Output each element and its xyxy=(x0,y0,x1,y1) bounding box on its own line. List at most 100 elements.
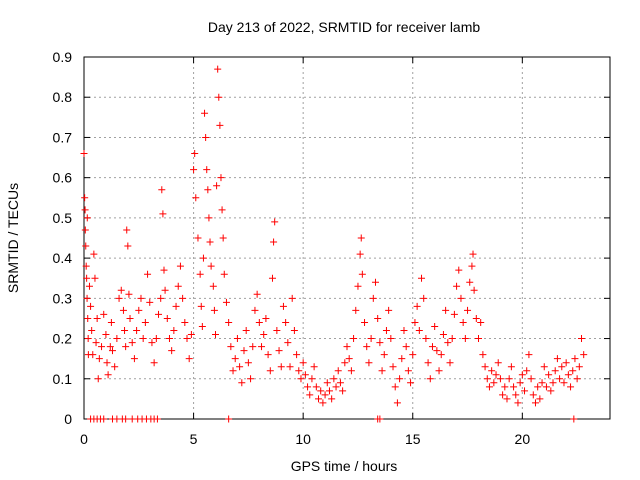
data-point xyxy=(172,302,180,310)
data-point xyxy=(141,318,149,326)
data-point xyxy=(225,318,233,326)
data-point xyxy=(207,262,215,270)
y-tick-label: 0.5 xyxy=(53,210,73,226)
data-point xyxy=(163,314,171,322)
data-point xyxy=(144,270,152,278)
data-point xyxy=(516,379,524,387)
data-point xyxy=(286,363,294,371)
data-point xyxy=(204,186,212,194)
data-point xyxy=(411,318,419,326)
data-point xyxy=(453,282,461,290)
data-point xyxy=(271,218,279,226)
data-point xyxy=(87,302,95,310)
data-point xyxy=(264,351,272,359)
data-point xyxy=(542,383,550,391)
data-point xyxy=(376,339,384,347)
data-point xyxy=(461,335,469,343)
data-point xyxy=(84,335,92,343)
data-point xyxy=(170,327,178,335)
x-tick-label: 20 xyxy=(515,431,531,447)
data-point xyxy=(512,391,520,399)
data-point xyxy=(492,371,500,379)
data-point xyxy=(128,339,136,347)
data-point xyxy=(479,351,487,359)
data-point xyxy=(258,343,266,351)
data-point xyxy=(321,391,329,399)
data-point xyxy=(150,359,158,367)
data-point xyxy=(361,318,369,326)
data-point xyxy=(551,367,559,375)
data-point xyxy=(201,109,209,117)
data-point xyxy=(332,383,340,391)
data-point xyxy=(202,133,210,141)
x-tick-label: 15 xyxy=(405,431,421,447)
data-point xyxy=(475,335,482,343)
plot-frame xyxy=(83,56,611,420)
data-point xyxy=(325,387,333,395)
data-point xyxy=(240,347,248,355)
data-point xyxy=(111,363,119,371)
y-tick-label: 0.3 xyxy=(53,290,73,306)
data-point xyxy=(357,234,365,242)
data-point xyxy=(571,355,579,363)
data-point xyxy=(157,294,165,302)
data-point xyxy=(103,359,111,367)
data-point xyxy=(536,395,544,403)
data-point xyxy=(306,391,314,399)
data-point xyxy=(472,314,480,322)
data-point xyxy=(89,351,97,359)
data-point xyxy=(225,415,233,423)
data-point xyxy=(165,335,173,343)
data-point xyxy=(433,347,441,355)
data-point xyxy=(304,383,312,391)
data-point xyxy=(227,343,235,351)
data-point xyxy=(242,327,250,335)
data-point xyxy=(148,339,156,347)
data-point xyxy=(115,294,123,302)
data-point xyxy=(217,174,225,182)
data-point xyxy=(553,355,561,363)
data-point xyxy=(323,379,331,387)
data-point xyxy=(80,150,88,158)
data-point xyxy=(199,254,207,262)
data-point xyxy=(315,395,323,403)
data-point xyxy=(160,266,168,274)
data-point xyxy=(418,274,426,282)
data-point xyxy=(153,415,161,423)
data-point xyxy=(255,318,263,326)
data-point xyxy=(108,347,116,355)
data-point xyxy=(398,355,406,363)
data-point xyxy=(490,379,498,387)
data-point xyxy=(457,294,465,302)
data-point xyxy=(95,355,103,363)
data-point xyxy=(174,282,182,290)
data-point xyxy=(158,186,166,194)
data-point xyxy=(84,314,92,322)
data-point xyxy=(428,343,436,351)
data-point xyxy=(83,294,91,302)
data-point xyxy=(168,347,176,355)
data-point xyxy=(301,371,309,379)
data-point xyxy=(266,367,274,375)
data-point xyxy=(488,367,496,375)
data-point xyxy=(389,363,397,371)
data-point xyxy=(415,327,423,335)
data-point xyxy=(125,290,133,298)
data-point xyxy=(198,322,206,330)
data-point xyxy=(214,65,222,73)
data-point xyxy=(290,327,298,335)
data-point xyxy=(407,379,415,387)
data-point xyxy=(183,335,191,343)
data-point xyxy=(446,359,454,367)
data-point xyxy=(251,306,259,314)
data-point xyxy=(464,306,472,314)
data-point xyxy=(391,383,399,391)
data-point xyxy=(181,318,189,326)
data-point xyxy=(90,250,98,258)
data-point xyxy=(249,343,257,351)
data-point xyxy=(117,286,125,294)
data-point xyxy=(363,343,371,351)
data-point xyxy=(448,335,456,343)
data-point xyxy=(393,399,401,407)
data-point xyxy=(376,415,384,423)
